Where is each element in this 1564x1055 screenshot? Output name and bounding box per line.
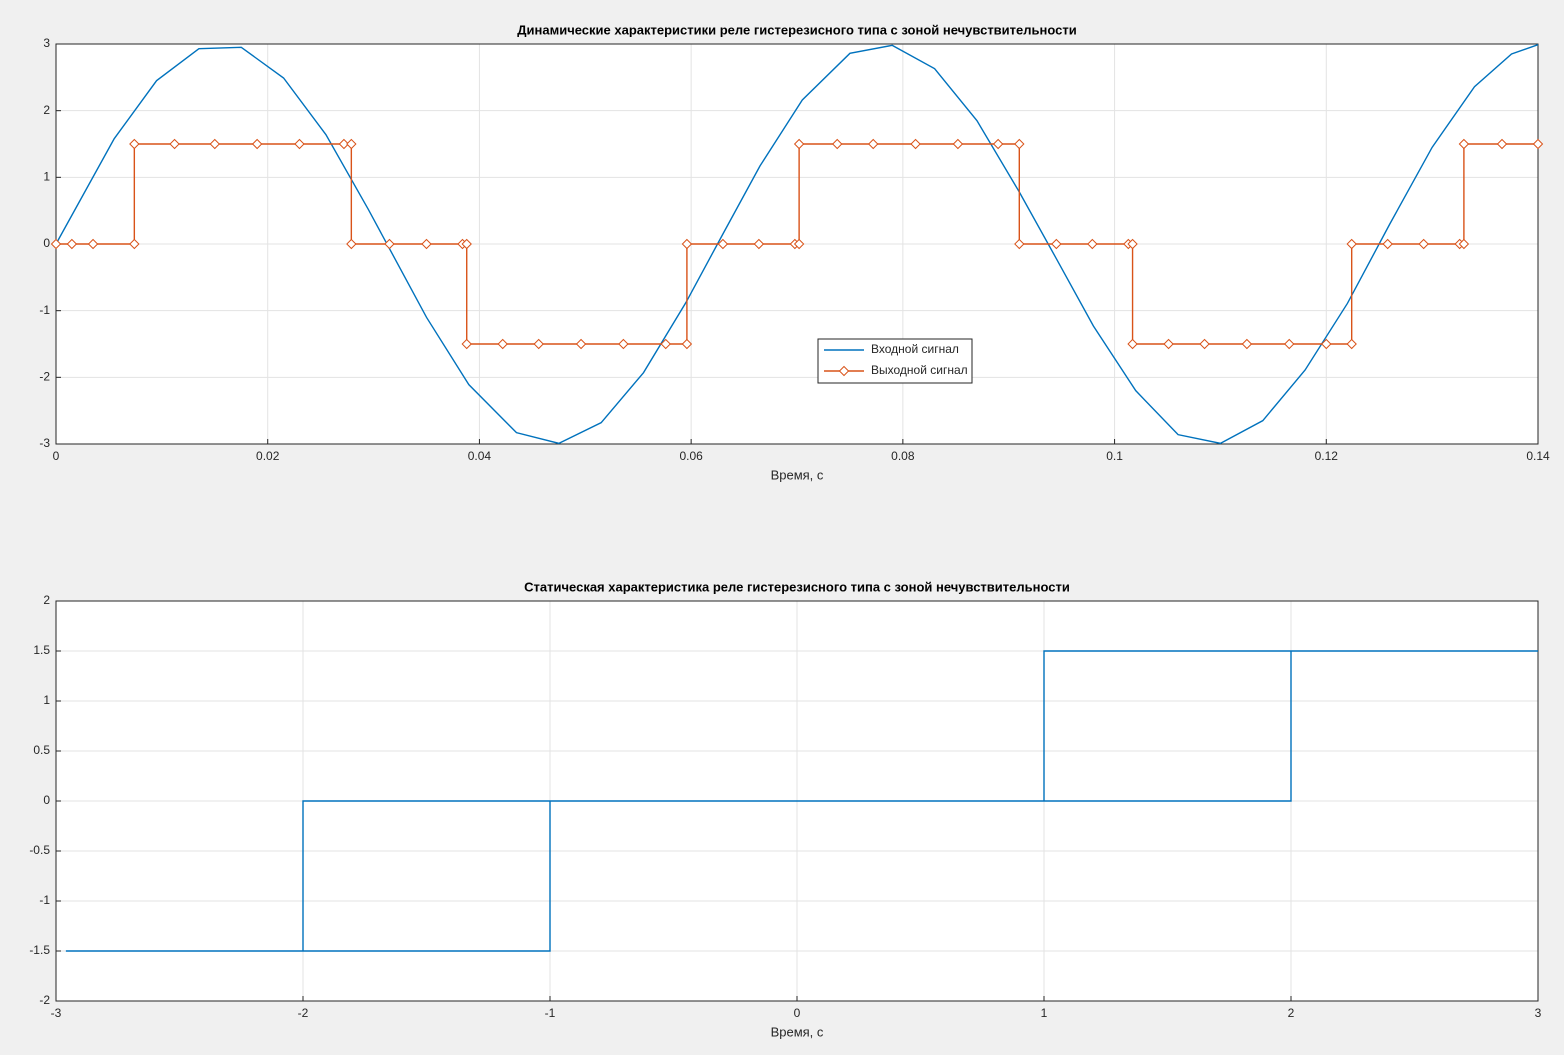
data-marker [681,238,693,250]
data-marker [1014,138,1025,150]
y-tick-label: 3 [43,36,50,50]
y-tick-label: -1 [39,893,50,907]
data-marker [384,238,395,250]
data-marker [461,238,472,250]
data-marker [1284,338,1295,350]
data-marker [575,338,587,350]
data-marker [717,238,729,250]
y-tick-label: 1 [43,693,50,707]
data-marker [868,138,879,150]
data-marker [1496,138,1508,150]
data-marker [169,138,180,150]
chart-title: Статическая характеристика реле гистерез… [524,579,1070,594]
data-marker [129,138,140,150]
data-marker [1014,238,1025,250]
data-marker [1127,238,1138,250]
legend-label: Выходной сигнал [871,363,968,377]
data-marker [129,238,140,250]
legend-label: Входной сигнал [871,342,959,356]
x-tick-label: 0.12 [1315,449,1339,463]
y-tick-label: 1.5 [33,643,50,657]
data-marker [50,238,62,250]
x-tick-label: 1 [1041,1006,1048,1020]
data-marker [1087,238,1098,250]
data-marker [1382,238,1393,250]
data-marker [793,138,805,150]
x-tick-label: 0.06 [679,449,703,463]
data-marker [1241,338,1253,350]
data-marker [618,338,629,350]
y-tick-label: 2 [43,593,50,607]
x-tick-label: 0.02 [256,449,280,463]
data-marker [66,238,78,250]
data-marker [910,138,921,150]
x-tick-label: 3 [1535,1006,1542,1020]
data-marker [832,138,843,150]
data-marker [793,238,805,250]
legend-marker [838,365,850,377]
data-marker [1163,338,1174,350]
data-marker [87,238,99,250]
data-marker [1199,338,1210,350]
data-marker [533,338,544,350]
data-marker [497,338,508,350]
x-tick-label: 0 [53,449,60,463]
y-tick-label: -1.5 [29,943,50,957]
y-tick-label: -3 [39,436,50,450]
data-marker [338,138,350,150]
y-tick-label: -1 [39,303,50,317]
data-marker [681,338,693,350]
data-line [65,650,1538,952]
y-tick-label: 1 [43,170,50,184]
data-marker [461,338,472,350]
data-marker [1051,238,1062,250]
x-axis-label: Время, с [771,467,824,482]
data-marker [1321,338,1332,350]
y-tick-label: 0.5 [33,743,50,757]
y-tick-label: -2 [39,993,50,1007]
axes-box [55,600,1539,1002]
data-marker [209,138,220,150]
data-marker [660,338,671,350]
data-marker [1346,238,1357,250]
data-marker [1532,138,1544,150]
data-marker [251,138,263,150]
data-marker [992,138,1004,150]
data-marker [1127,338,1138,350]
y-tick-label: -2 [39,370,50,384]
y-tick-label: -0.5 [29,843,50,857]
data-marker [346,238,357,250]
x-tick-label: 0.04 [468,449,492,463]
y-tick-label: 2 [43,103,50,117]
y-tick-label: 0 [43,236,50,250]
x-tick-label: 2 [1288,1006,1295,1020]
y-tick-label: 0 [43,793,50,807]
data-marker [1458,138,1470,150]
data-marker [1418,238,1429,250]
x-axis-label: Время, с [771,1024,824,1039]
data-marker [294,138,305,150]
data-marker [1346,338,1357,350]
x-tick-label: -2 [298,1006,309,1020]
chart-title: Динамические характеристики реле гистере… [517,22,1076,37]
x-tick-label: 0.1 [1106,449,1123,463]
x-tick-label: -3 [51,1006,62,1020]
data-line [55,44,1539,445]
data-marker [346,138,357,150]
x-tick-label: 0.14 [1526,449,1550,463]
x-tick-label: 0.08 [891,449,915,463]
x-tick-label: 0 [794,1006,801,1020]
x-tick-label: -1 [545,1006,556,1020]
data-marker [753,238,765,250]
data-marker [421,238,432,250]
data-marker [1458,238,1470,250]
data-marker [952,138,964,150]
